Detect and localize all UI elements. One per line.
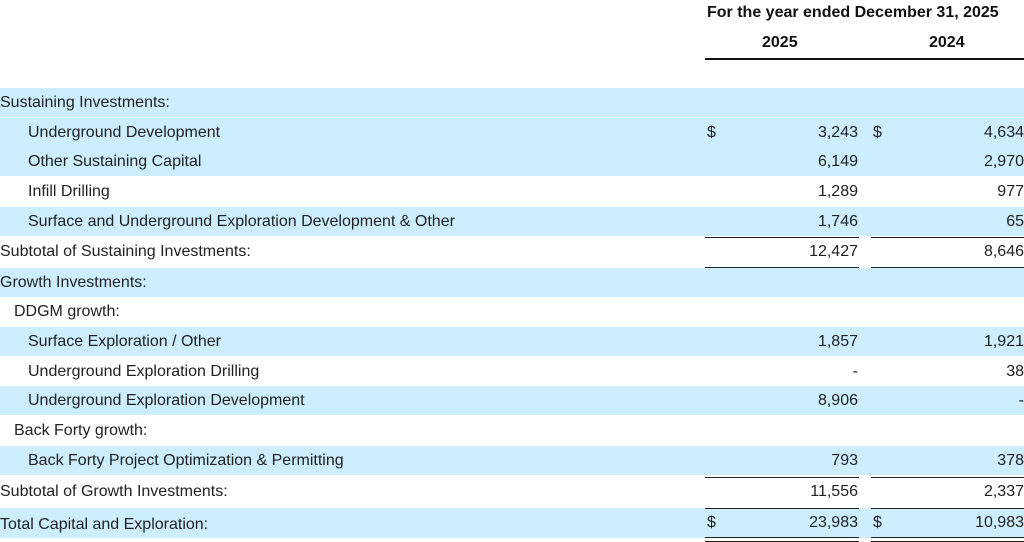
value-2024: 378 [997, 452, 1024, 469]
table-row: Subtotal of Sustaining Investments: 12,4… [0, 237, 1024, 268]
row-label: Infill Drilling [28, 183, 110, 200]
table-row: Surface and Underground Exploration Deve… [0, 207, 1024, 236]
header-rule [705, 58, 1024, 60]
value-2025: 1,289 [817, 183, 858, 200]
table-row: Sustaining Investments: [0, 88, 1024, 117]
table-row: Growth Investments: [0, 268, 1024, 297]
value-2024: - [1018, 392, 1024, 409]
table-row: Underground Exploration Drilling - 38 [0, 357, 1024, 386]
value-2025: 3,243 [817, 124, 858, 141]
value-2024: 1,921 [983, 333, 1024, 350]
value-2025: - [852, 363, 858, 380]
row-label: DDGM growth: [14, 303, 120, 320]
row-label: Underground Exploration Drilling [28, 363, 260, 380]
value-2024: 4,634 [983, 124, 1024, 141]
currency-symbol: $ [873, 124, 882, 141]
value-2025: 1,857 [817, 333, 858, 350]
table-row: Infill Drilling 1,289 977 [0, 177, 1024, 206]
value-2025: 1,746 [817, 213, 858, 230]
currency-symbol: $ [707, 514, 716, 531]
value-2024: 65 [1006, 213, 1024, 230]
column-header-2025: 2025 [762, 34, 798, 51]
period-header: For the year ended December 31, 2025 [707, 4, 999, 21]
row-label: Growth Investments: [0, 274, 147, 291]
subtotal-rule [705, 508, 859, 509]
column-header-2024: 2024 [929, 34, 965, 51]
value-2025: 6,149 [817, 153, 858, 170]
value-2024: 2,337 [983, 483, 1024, 500]
subtotal-rule [705, 237, 859, 238]
value-2024: 2,970 [983, 153, 1024, 170]
value-2024: 10,983 [975, 514, 1024, 531]
currency-symbol: $ [873, 514, 882, 531]
value-2024: 38 [1006, 363, 1024, 380]
row-label: Total Capital and Exploration: [0, 516, 209, 533]
row-label: Surface and Underground Exploration Deve… [28, 213, 455, 230]
value-2025: 11,556 [810, 483, 858, 500]
value-2024: 8,646 [983, 243, 1024, 260]
total-double-underline [705, 537, 859, 542]
table-row: Back Forty Project Optimization & Permit… [0, 446, 1024, 475]
row-label: Sustaining Investments: [0, 94, 170, 111]
table-row: Underground Exploration Development 8,90… [0, 386, 1024, 415]
row-label: Underground Development [28, 124, 221, 141]
row-label: Other Sustaining Capital [28, 153, 202, 170]
value-2025: 23,983 [809, 514, 858, 531]
subtotal-rule [871, 508, 1024, 509]
table-row: Back Forty growth: [0, 416, 1024, 445]
value-2025: 793 [831, 452, 858, 469]
subtotal-rule [871, 237, 1024, 238]
value-2025: 8,906 [817, 392, 858, 409]
value-2025: 12,427 [809, 243, 858, 260]
row-label: Subtotal of Growth Investments: [0, 483, 228, 500]
row-label: Back Forty growth: [14, 422, 148, 439]
currency-symbol: $ [707, 124, 716, 141]
row-label: Back Forty Project Optimization & Permit… [28, 452, 344, 469]
row-label: Surface Exploration / Other [28, 333, 221, 350]
subtotal-rule [871, 477, 1024, 478]
row-label: Subtotal of Sustaining Investments: [0, 243, 251, 260]
table-row: Subtotal of Growth Investments: 11,556 2… [0, 477, 1024, 506]
total-double-underline [871, 537, 1024, 542]
value-2024: 977 [997, 183, 1024, 200]
table-row: DDGM growth: [0, 297, 1024, 326]
subtotal-underline [705, 267, 859, 268]
subtotal-rule [705, 477, 859, 478]
table-row: Surface Exploration / Other 1,857 1,921 [0, 327, 1024, 356]
table-row: Underground Development $ 3,243 $ 4,634 [0, 118, 1024, 147]
subtotal-underline [871, 267, 1024, 268]
table-row: Other Sustaining Capital 6,149 2,970 [0, 147, 1024, 176]
table-row: Total Capital and Exploration: $ 23,983 … [0, 508, 1024, 538]
row-label: Underground Exploration Development [28, 392, 305, 409]
